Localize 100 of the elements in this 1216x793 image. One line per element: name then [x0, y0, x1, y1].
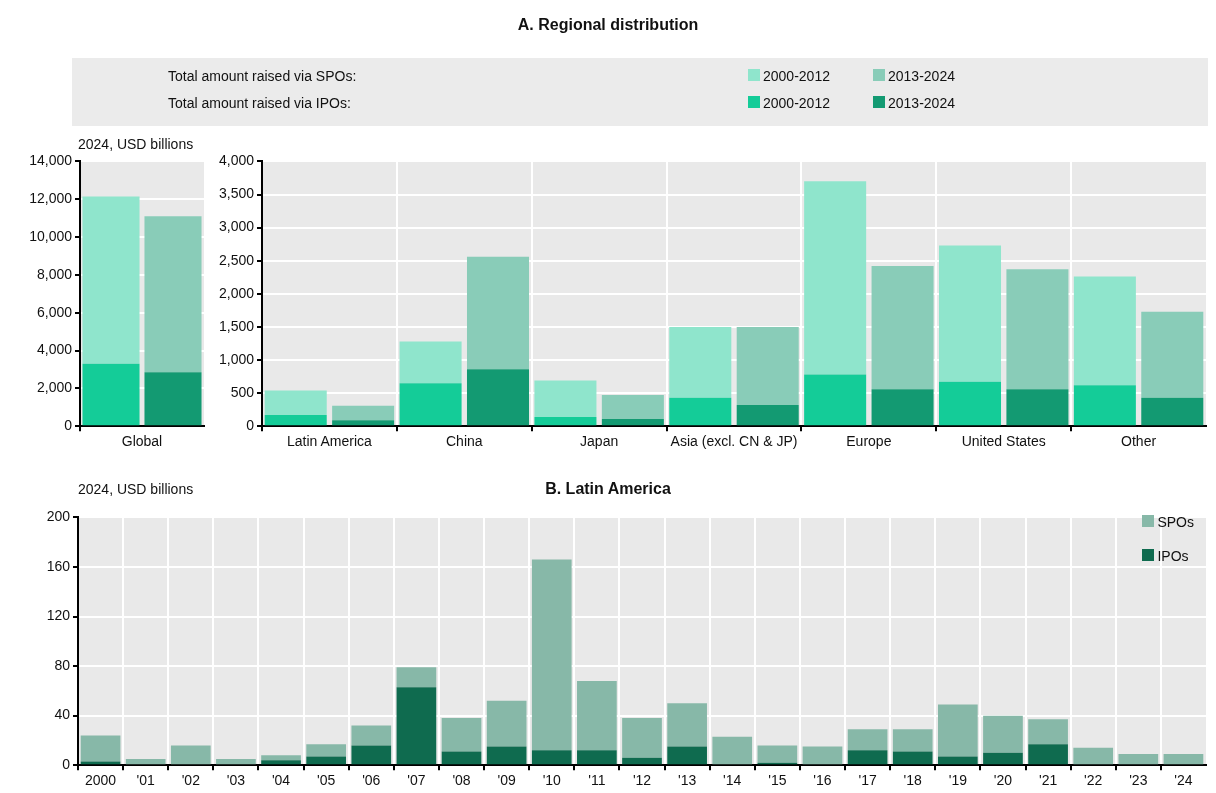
x-tick-label: '24 [1174, 772, 1193, 789]
bar [937, 704, 978, 757]
bar [216, 759, 256, 765]
x-tick-label: '06 [362, 772, 381, 789]
y-tick-label: 3,500 [218, 185, 255, 202]
x-tick-label: '20 [993, 772, 1013, 789]
bar [1073, 385, 1136, 426]
bar [486, 700, 527, 747]
bar [667, 703, 707, 747]
bar [80, 735, 121, 762]
bar [531, 750, 572, 765]
bar [264, 390, 327, 415]
bar [892, 729, 933, 752]
bar [1028, 744, 1068, 765]
x-tick-label: '22 [1084, 772, 1103, 789]
bar [622, 757, 662, 765]
y-tick-label: 8,000 [36, 265, 73, 282]
bar [938, 381, 1002, 426]
bar [306, 756, 347, 765]
bar [170, 745, 211, 765]
legend-label: 2013-2024 [887, 95, 955, 111]
bar [264, 414, 327, 426]
bar [983, 752, 1023, 765]
bar [466, 369, 530, 426]
bar [261, 755, 301, 761]
x-tick-label: China [445, 433, 483, 450]
x-tick-label: United States [961, 433, 1046, 450]
x-tick-label: Asia (excl. CN & JP) [670, 433, 798, 450]
y-tick-label: 12,000 [29, 190, 73, 207]
x-tick-label: '08 [452, 772, 471, 789]
x-tick-label: '12 [632, 772, 652, 789]
x-tick-label: '15 [768, 772, 787, 789]
bar [534, 416, 597, 426]
bar [1163, 754, 1204, 765]
y-tick-label: 1,000 [218, 350, 255, 367]
x-tick-label: Other [1121, 433, 1157, 450]
x-tick-label: '03 [226, 772, 246, 789]
y-tick-label: 0 [246, 417, 255, 434]
x-tick-label: Latin America [287, 433, 373, 450]
x-tick-label: '16 [813, 772, 832, 789]
bar [441, 718, 482, 752]
bar [871, 266, 934, 390]
bar [712, 736, 753, 765]
y-tick-label: 500 [230, 383, 255, 400]
bar [802, 746, 843, 765]
y-tick-label: 2,000 [36, 379, 73, 396]
bar [441, 751, 482, 765]
bar [486, 746, 527, 765]
text: Total amount raised via SPOs: [168, 68, 357, 84]
y-tick-label: 6,000 [36, 303, 73, 320]
bar [601, 418, 664, 426]
legend-label: SPOs [1156, 514, 1194, 530]
bar [669, 326, 732, 398]
x-tick-label: '04 [271, 772, 291, 789]
x-tick-label: '17 [858, 772, 877, 789]
bar [80, 761, 121, 765]
x-tick-label: Global [121, 433, 163, 450]
y-axis-title: 2024, USD billions [78, 136, 194, 152]
bar [1028, 719, 1068, 745]
y-tick-label: 3,000 [218, 218, 255, 235]
x-tick-label: '09 [497, 772, 516, 789]
y-tick-label: 14,000 [29, 152, 73, 169]
bar [871, 389, 934, 426]
legend-label: 2000-2012 [762, 68, 830, 84]
bar [351, 725, 392, 746]
text: Total amount raised via IPOs: [168, 95, 351, 111]
bar [847, 729, 888, 751]
bar [736, 326, 799, 406]
bar [847, 750, 888, 765]
x-tick-label: '14 [723, 772, 742, 789]
bar [531, 559, 572, 751]
y-tick-label: 0 [62, 756, 71, 773]
bar [577, 750, 617, 765]
bar [1006, 269, 1069, 390]
bar [938, 245, 1002, 382]
bar [601, 395, 664, 419]
bar [983, 715, 1023, 753]
bar [804, 374, 867, 426]
bar [332, 405, 395, 421]
y-tick-label: 4,000 [36, 341, 73, 358]
x-tick-label: '11 [588, 772, 606, 789]
bar [396, 667, 437, 688]
y-tick-label: 1,500 [218, 317, 255, 334]
bar [534, 380, 597, 417]
bar [736, 405, 799, 426]
bar [399, 383, 462, 426]
bar [937, 756, 978, 765]
y-tick-label: 40 [54, 706, 71, 723]
x-tick-label: '10 [542, 772, 562, 789]
bar [351, 745, 392, 765]
bar [669, 397, 732, 426]
x-tick-label: '13 [677, 772, 697, 789]
x-tick-label: 2000 [84, 772, 117, 789]
bar [577, 680, 617, 751]
y-tick-label: 10,000 [29, 227, 73, 244]
y-tick-label: 4,000 [218, 152, 255, 169]
bar [804, 181, 867, 375]
y-tick-label: 0 [64, 417, 73, 434]
x-tick-label: '23 [1129, 772, 1148, 789]
bar [667, 746, 707, 765]
